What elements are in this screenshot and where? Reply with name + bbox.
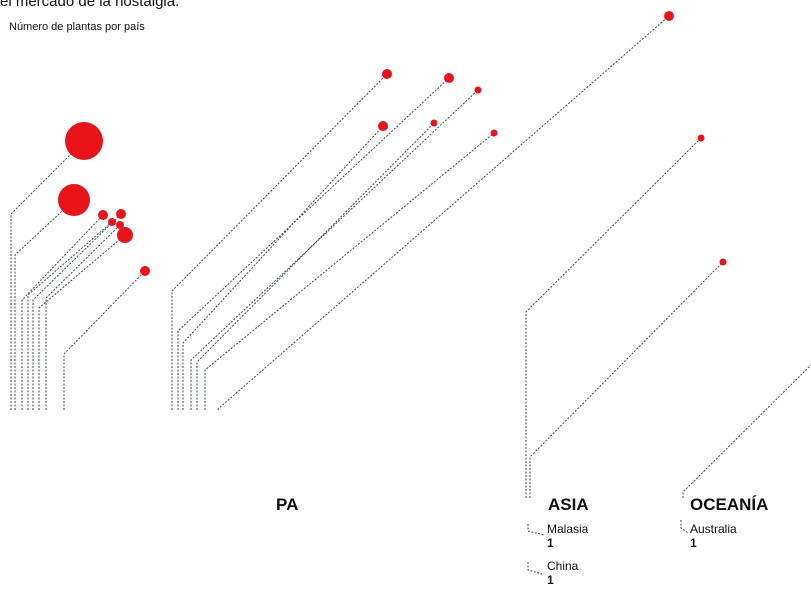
plant-dot [430, 119, 438, 127]
connector-line [171, 73, 388, 410]
plant-dot [444, 73, 454, 83]
country-count: 1 [547, 536, 554, 550]
connector-line [182, 125, 384, 410]
plant-dot [382, 69, 392, 79]
connector-line [529, 261, 724, 498]
country-count: 1 [690, 536, 697, 550]
plant-dot [490, 129, 498, 137]
connector-line [204, 132, 495, 410]
plant-dot [697, 134, 705, 142]
connector-line [14, 199, 75, 410]
connector-lines [10, 15, 811, 575]
region-label: ASIA [548, 495, 589, 514]
connector-line [63, 270, 146, 410]
connector-line [45, 224, 121, 410]
plant-dot [378, 121, 388, 131]
connector-line [217, 15, 670, 410]
plant-dot [117, 227, 133, 243]
chart-subtitle: Número de plantas por país [9, 21, 145, 33]
plant-dot [719, 258, 727, 266]
country-connector [527, 524, 545, 536]
plant-dot [58, 184, 90, 216]
plant-dot [664, 11, 674, 21]
plant-dot [108, 218, 116, 226]
plant-dot [116, 209, 126, 219]
country-label: Malasia [547, 522, 589, 536]
plant-dot [98, 210, 108, 220]
plant-dots [58, 11, 727, 276]
country-label: China [547, 559, 579, 573]
plant-dot [474, 86, 482, 94]
region-label: PA [276, 495, 298, 514]
connector-line [10, 140, 85, 410]
region-label: OCEANÍA [690, 495, 768, 514]
connector-line [196, 122, 435, 410]
connector-line [38, 234, 126, 410]
chart-title: el mercado de la nostalgia. [0, 0, 180, 10]
country-label: Australia [690, 522, 737, 536]
plant-dot [116, 221, 124, 229]
connector-line [190, 89, 479, 410]
country-count: 1 [547, 573, 554, 587]
connector-line [32, 213, 122, 410]
connector-line [177, 77, 450, 410]
connector-line [682, 364, 811, 498]
connector-line [27, 221, 113, 410]
connector-line [525, 137, 702, 498]
country-connector [527, 562, 543, 575]
connector-line [21, 214, 104, 410]
country-connector [680, 520, 689, 534]
plant-dot [140, 266, 150, 276]
plant-dot [65, 122, 103, 160]
